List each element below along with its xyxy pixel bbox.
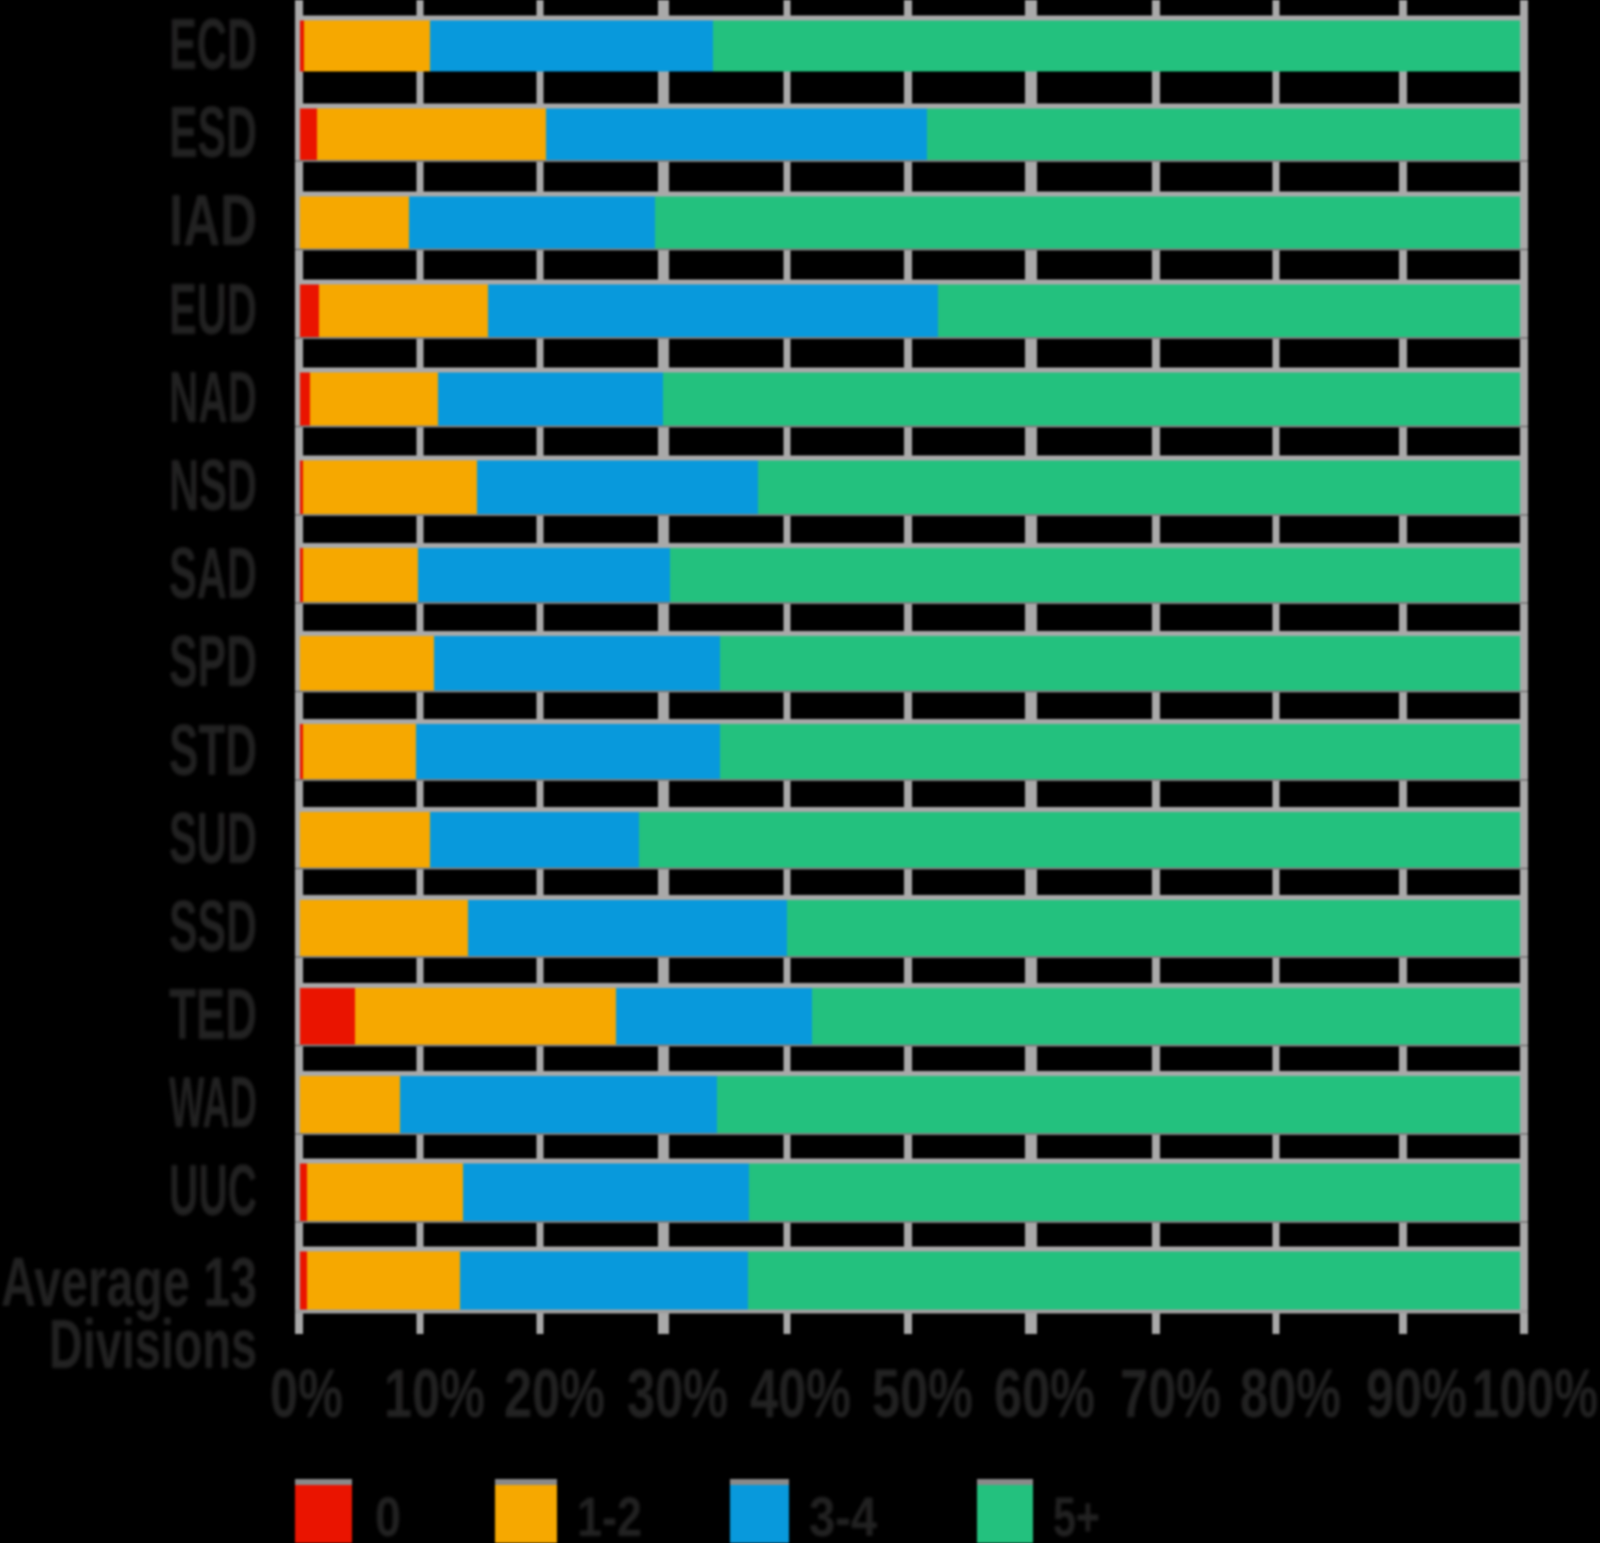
svg-text:NSD: NSD xyxy=(169,446,257,526)
svg-text:SPD: SPD xyxy=(169,622,257,702)
svg-text:100%: 100% xyxy=(1472,1355,1598,1432)
svg-text:NAD: NAD xyxy=(169,358,257,438)
svg-text:70%: 70% xyxy=(1120,1355,1221,1432)
svg-text:80%: 80% xyxy=(1240,1355,1341,1432)
svg-text:0%: 0% xyxy=(270,1355,343,1432)
svg-text:1-2: 1-2 xyxy=(577,1485,642,1543)
svg-text:TED: TED xyxy=(169,975,257,1055)
svg-text:UUC: UUC xyxy=(169,1151,257,1231)
svg-text:ESD: ESD xyxy=(169,93,257,173)
svg-text:SUD: SUD xyxy=(169,799,257,879)
svg-text:3-4: 3-4 xyxy=(809,1485,877,1543)
svg-text:90%: 90% xyxy=(1366,1355,1467,1432)
svg-text:60%: 60% xyxy=(994,1355,1095,1432)
svg-text:20%: 20% xyxy=(504,1355,605,1432)
svg-text:IAD: IAD xyxy=(169,181,257,261)
svg-text:EUD: EUD xyxy=(169,270,257,350)
svg-text:Divisions: Divisions xyxy=(49,1305,257,1383)
svg-text:ECD: ECD xyxy=(169,5,257,85)
svg-text:40%: 40% xyxy=(750,1355,851,1432)
svg-text:5+: 5+ xyxy=(1053,1485,1100,1543)
svg-text:SSD: SSD xyxy=(169,887,257,967)
svg-text:STD: STD xyxy=(169,711,257,791)
svg-text:50%: 50% xyxy=(872,1355,973,1432)
svg-text:30%: 30% xyxy=(627,1355,728,1432)
svg-text:SAD: SAD xyxy=(169,534,257,614)
svg-text:WAD: WAD xyxy=(169,1063,257,1143)
svg-text:10%: 10% xyxy=(384,1355,485,1432)
svg-text:Average 13: Average 13 xyxy=(1,1243,257,1321)
svg-text:0: 0 xyxy=(375,1485,401,1543)
